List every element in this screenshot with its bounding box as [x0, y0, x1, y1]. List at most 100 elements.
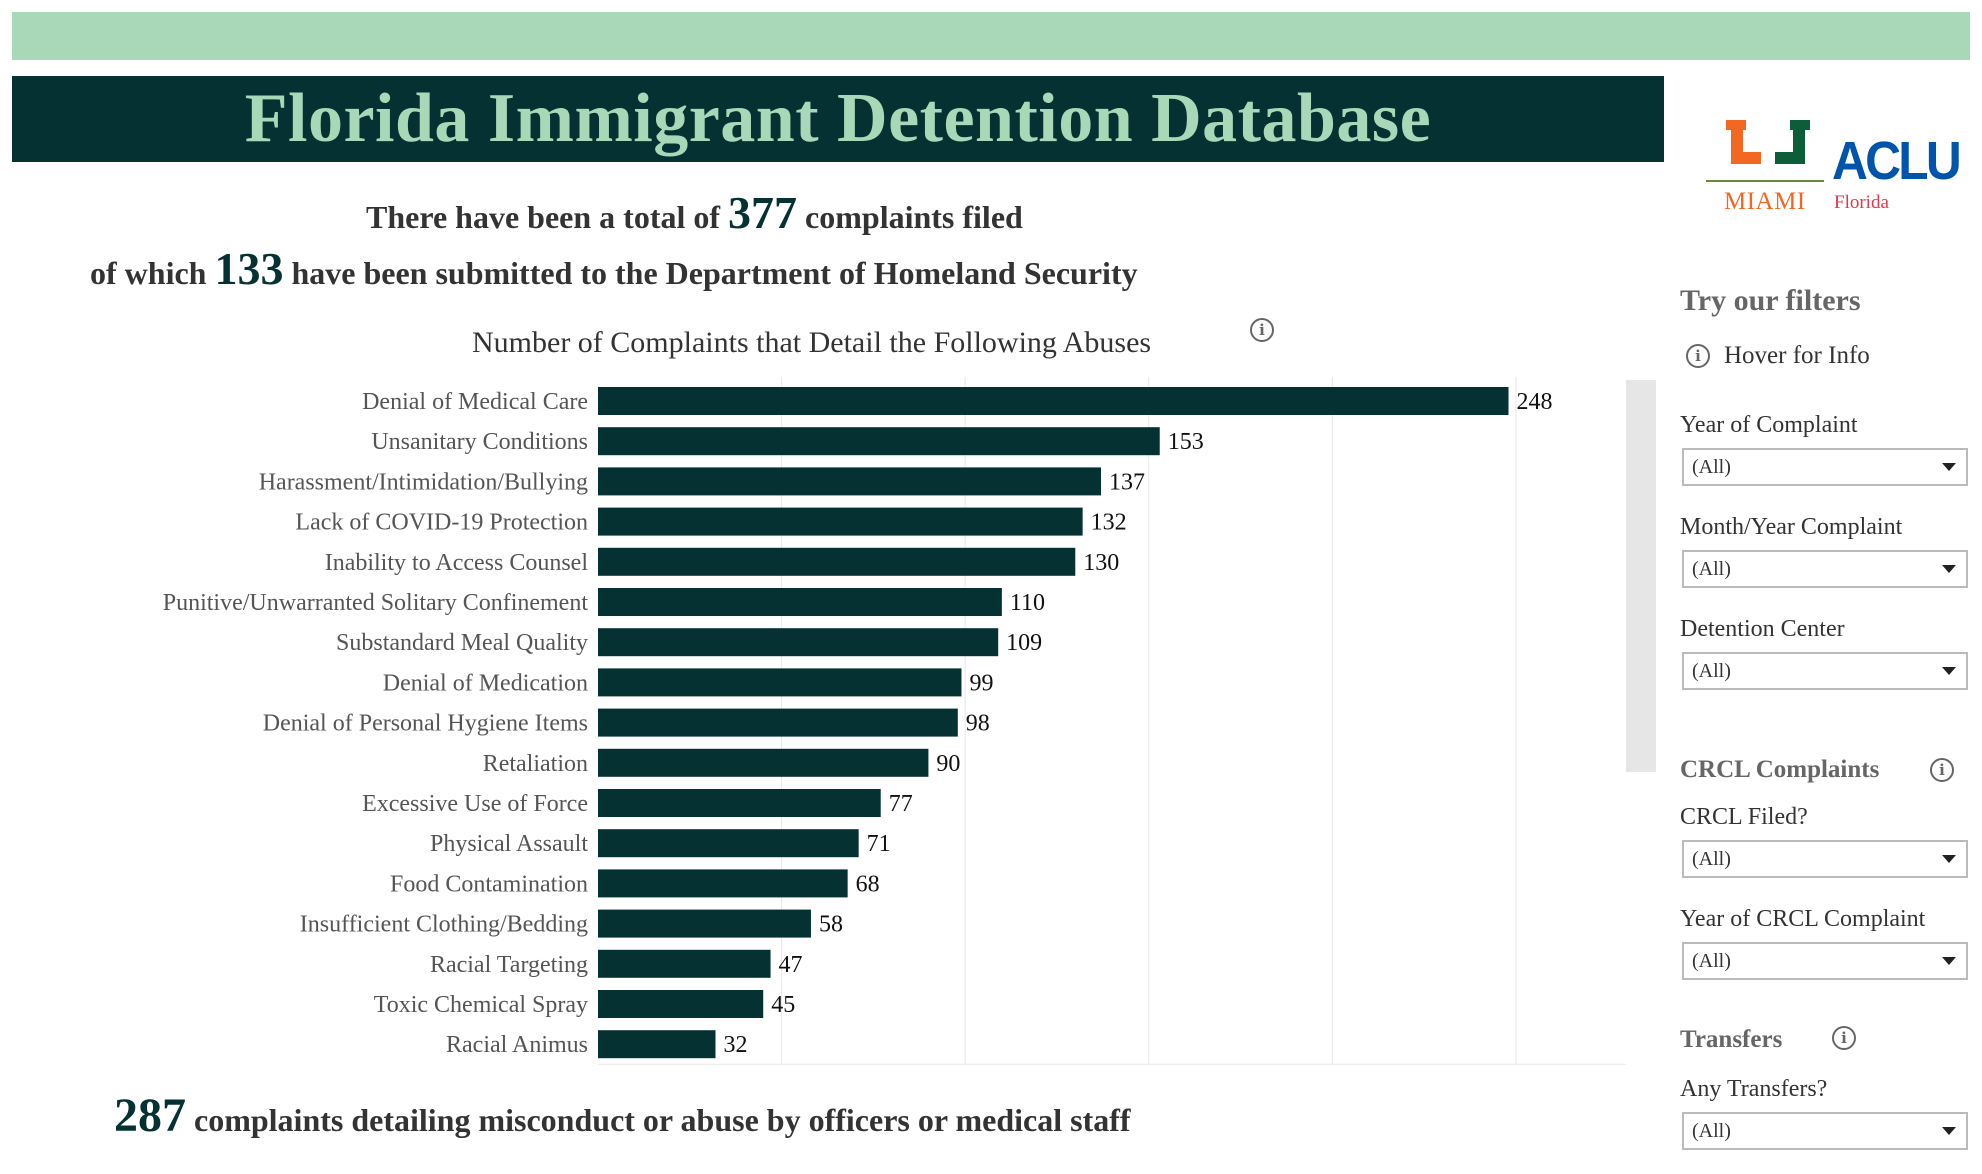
bar[interactable] — [598, 789, 881, 817]
value-label: 68 — [856, 871, 880, 897]
crcl-filed-label: CRCL Filed? — [1680, 804, 1808, 830]
year-of-complaint-label: Year of Complaint — [1680, 412, 1858, 438]
top-banner — [12, 12, 1970, 60]
value-label: 77 — [889, 791, 913, 817]
month-year-complaint-select[interactable]: (All) — [1682, 550, 1968, 588]
bar[interactable] — [598, 387, 1509, 415]
chevron-down-icon — [1942, 565, 1956, 573]
value-label: 47 — [779, 952, 803, 978]
info-icon[interactable]: i — [1686, 344, 1710, 368]
any-transfers-value: (All) — [1692, 1119, 1731, 1142]
category-label: Harassment/Intimidation/Bullying — [259, 469, 588, 495]
bar[interactable] — [598, 547, 1076, 576]
value-label: 132 — [1091, 510, 1127, 536]
bar[interactable] — [598, 748, 929, 777]
detention-center-value: (All) — [1692, 659, 1731, 682]
misconduct-summary: 287 complaints detailing misconduct or a… — [114, 1088, 1131, 1143]
miami-wordmark: MIAMI — [1724, 188, 1806, 215]
value-label: 71 — [867, 831, 891, 857]
bar[interactable] — [598, 588, 1002, 616]
value-label: 248 — [1517, 389, 1553, 415]
year-of-crcl-value: (All) — [1692, 949, 1731, 972]
bar[interactable] — [598, 909, 811, 938]
bar[interactable] — [598, 668, 962, 697]
hover-info[interactable]: i Hover for Info — [1686, 342, 1870, 370]
any-transfers-select[interactable]: (All) — [1682, 1112, 1968, 1150]
summary-dhs-post: have been submitted to the Department of… — [291, 255, 1138, 291]
category-label: Inability to Access Counsel — [325, 550, 589, 576]
bar[interactable] — [598, 628, 999, 657]
bar[interactable] — [598, 467, 1101, 496]
filters-heading: Try our filters — [1680, 284, 1861, 317]
dhs-complaints-count: 133 — [214, 243, 284, 294]
partner-logos: MIAMI ACLU Florida — [1706, 112, 1968, 222]
misconduct-count: 287 — [114, 1089, 186, 1142]
value-label: 109 — [1006, 630, 1042, 656]
any-transfers-label: Any Transfers? — [1680, 1076, 1828, 1102]
crcl-section-heading: CRCL Complaints — [1680, 756, 1880, 783]
category-label: Racial Animus — [446, 1032, 588, 1058]
transfers-section-heading: Transfers — [1680, 1026, 1783, 1053]
year-of-crcl-label: Year of CRCL Complaint — [1680, 906, 1926, 932]
summary-dhs-line: of which 133 have been submitted to the … — [90, 242, 1138, 295]
summary-total-post: complaints filed — [805, 199, 1023, 235]
year-of-crcl-select[interactable]: (All) — [1682, 942, 1968, 980]
chevron-down-icon — [1942, 463, 1956, 471]
value-label: 137 — [1109, 469, 1145, 495]
year-of-complaint-value: (All) — [1692, 455, 1731, 478]
bar[interactable] — [598, 829, 859, 858]
value-label: 58 — [819, 912, 843, 938]
title-banner: Florida Immigrant Detention Database — [12, 76, 1664, 162]
category-label: Insufficient Clothing/Bedding — [300, 912, 588, 938]
hover-info-label: Hover for Info — [1724, 342, 1870, 369]
bar[interactable] — [598, 990, 764, 1018]
category-label: Unsanitary Conditions — [371, 429, 588, 455]
bar[interactable] — [598, 1030, 716, 1059]
value-label: 90 — [936, 751, 960, 777]
bar[interactable] — [598, 507, 1083, 536]
page-title: Florida Immigrant Detention Database — [244, 80, 1432, 157]
category-label: Lack of COVID-19 Protection — [295, 510, 588, 536]
filters-panel: Try our filters i Hover for Info Year of… — [1680, 0, 1970, 1174]
chart-title: Number of Complaints that Detail the Fol… — [472, 326, 1152, 359]
chevron-down-icon — [1942, 1127, 1956, 1135]
value-label: 153 — [1168, 429, 1204, 455]
value-label: 45 — [771, 992, 795, 1018]
detention-center-label: Detention Center — [1680, 616, 1845, 642]
transfers-info-icon[interactable]: i — [1832, 1026, 1856, 1050]
month-year-complaint-value: (All) — [1692, 557, 1731, 580]
category-label: Retaliation — [483, 751, 588, 777]
chevron-down-icon — [1942, 667, 1956, 675]
total-complaints-count: 377 — [728, 187, 798, 238]
miami-u-logo — [1726, 120, 1810, 164]
category-label: Racial Targeting — [430, 952, 588, 978]
summary-total-line: There have been a total of 377 complaint… — [366, 186, 1023, 239]
category-label: Denial of Medical Care — [362, 389, 588, 415]
crcl-info-icon[interactable]: i — [1930, 758, 1954, 782]
category-label: Denial of Medication — [383, 670, 588, 696]
crcl-filed-value: (All) — [1692, 847, 1731, 870]
category-label: Food Contamination — [390, 871, 588, 897]
summary-total-pre: There have been a total of — [366, 199, 721, 235]
crcl-filed-select[interactable]: (All) — [1682, 840, 1968, 878]
chart-scrollbar[interactable] — [1626, 380, 1656, 772]
year-of-complaint-select[interactable]: (All) — [1682, 448, 1968, 486]
bar[interactable] — [598, 708, 958, 737]
bar[interactable] — [598, 427, 1160, 456]
category-label: Physical Assault — [430, 831, 588, 857]
chevron-down-icon — [1942, 855, 1956, 863]
value-label: 110 — [1010, 590, 1045, 616]
chart-info-icon[interactable]: i — [1250, 318, 1274, 342]
value-label: 99 — [969, 670, 993, 696]
category-label: Excessive Use of Force — [362, 791, 588, 817]
value-label: 32 — [723, 1032, 747, 1058]
misconduct-text: complaints detailing misconduct or abuse… — [194, 1102, 1131, 1138]
bar[interactable] — [598, 869, 848, 898]
abuses-bar-chart: Denial of Medical Care 248 Unsanitary Cond… — [163, 377, 1626, 1065]
bar[interactable] — [598, 949, 771, 978]
detention-center-select[interactable]: (All) — [1682, 652, 1968, 690]
summary-dhs-pre: of which — [90, 255, 207, 291]
logo-divider — [1706, 180, 1824, 182]
category-label: Denial of Personal Hygiene Items — [263, 711, 588, 737]
month-year-complaint-label: Month/Year Complaint — [1680, 514, 1903, 540]
